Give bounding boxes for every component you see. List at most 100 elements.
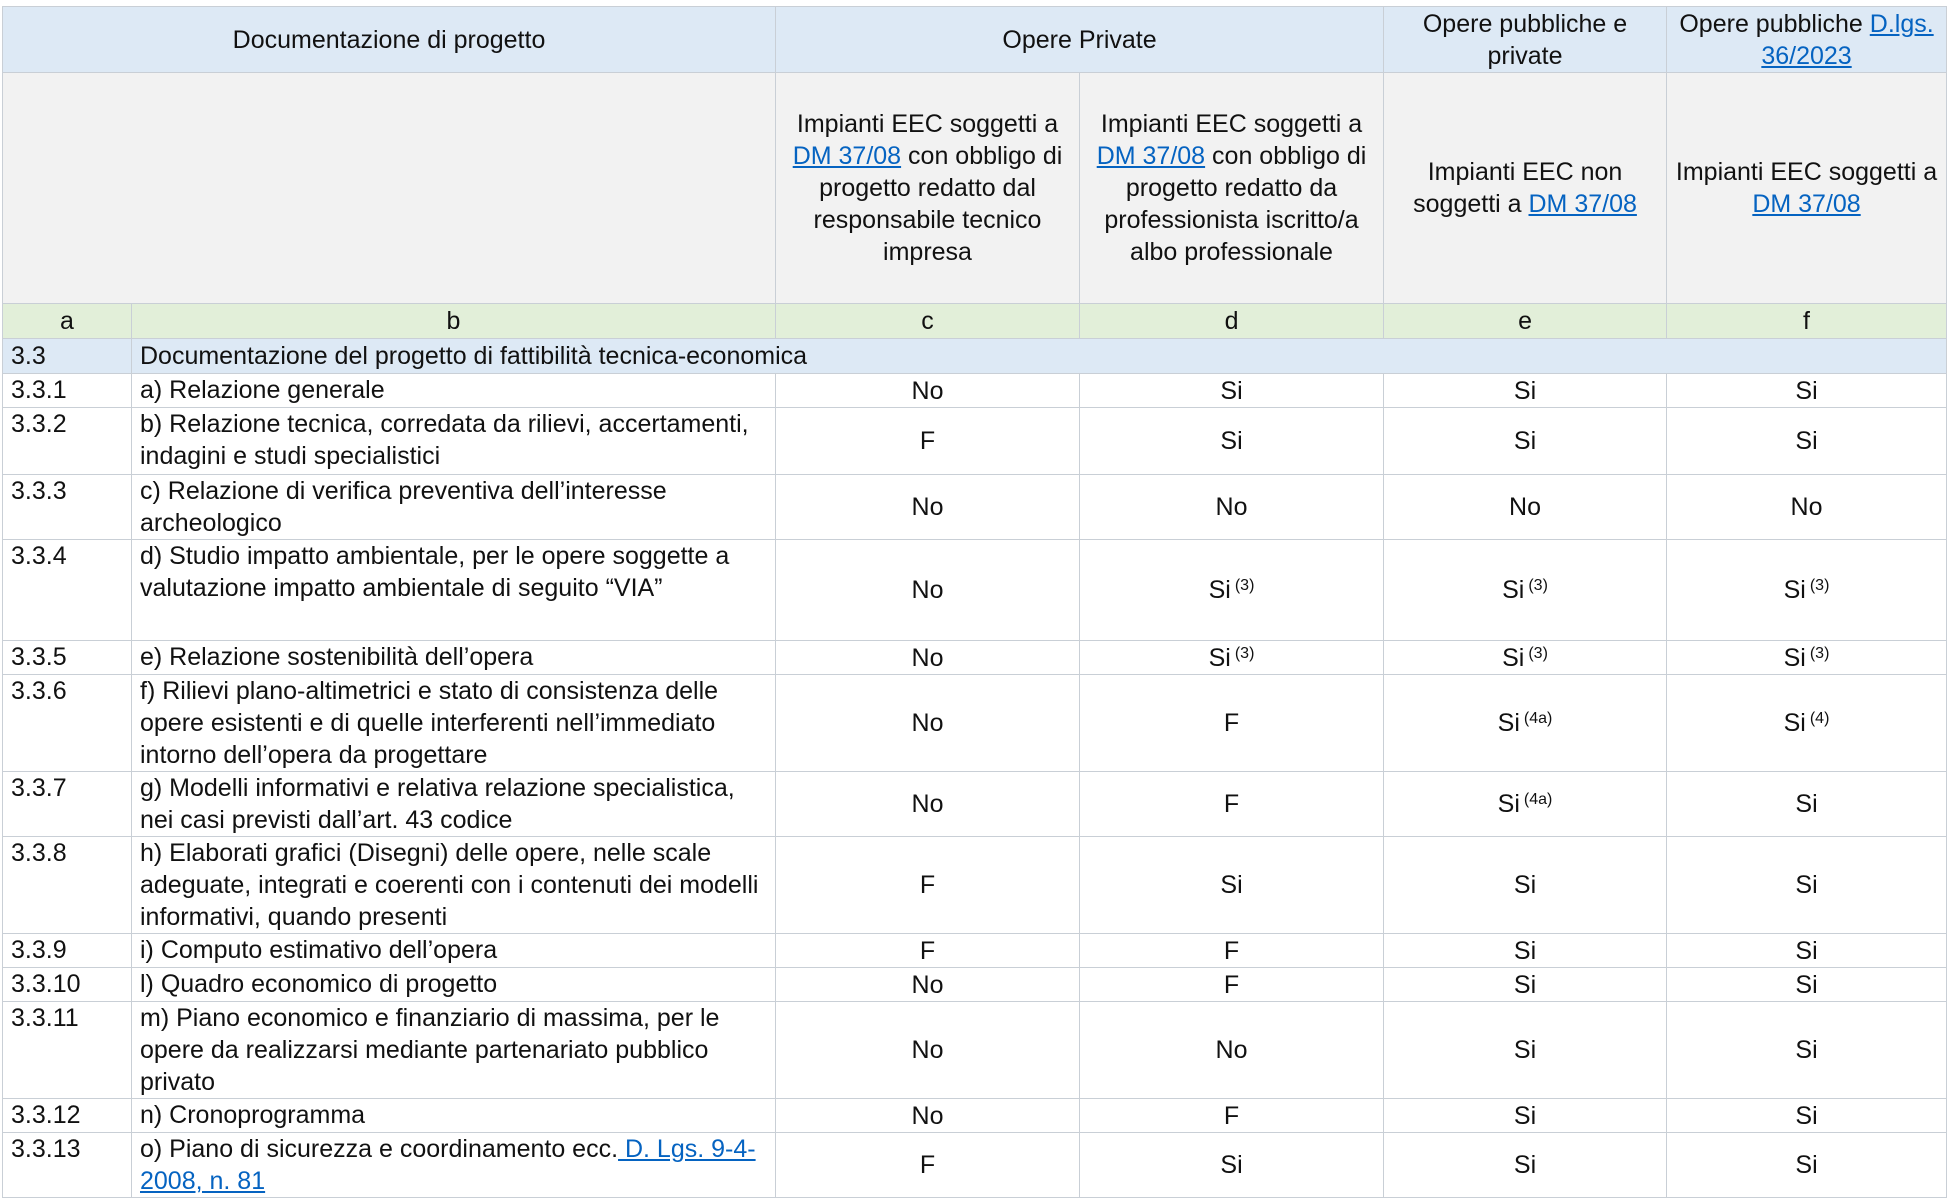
row-code: 3.3.1 <box>2 373 132 408</box>
row-description: b) Relazione tecnica, corredata da rilie… <box>130 407 777 475</box>
text: 3.3.4 <box>11 542 67 570</box>
row-value: No <box>775 1098 1081 1133</box>
text: l) Quadro economico di progetto <box>140 970 498 998</box>
row-value: F <box>1079 933 1385 968</box>
note: (4a) <box>1523 710 1553 727</box>
row-value: F <box>775 1132 1081 1198</box>
value: Si <box>1208 576 1231 604</box>
row-value: No <box>1079 474 1385 540</box>
text: F <box>1223 1101 1240 1130</box>
text: con obbligo di progetto redatto da profe… <box>1104 142 1367 266</box>
text: No <box>911 970 944 999</box>
row-description: l) Quadro economico di progetto <box>130 967 777 1002</box>
text: Si <box>1513 970 1537 999</box>
table-row: 3.3.3 c) Relazione di verifica preventiva… <box>2 474 1948 540</box>
column-letter: b <box>130 303 777 339</box>
row-value: Si <box>1666 1098 1948 1133</box>
note: (3) <box>1809 644 1830 662</box>
row-value: Si <box>1666 1001 1948 1099</box>
text: No <box>911 709 944 737</box>
row-value: Si <box>1383 967 1668 1002</box>
row-value: Si (3) <box>1666 640 1948 675</box>
note: (3) <box>1809 577 1830 594</box>
row-value: No <box>775 373 1081 408</box>
row-value: Si <box>1383 933 1668 968</box>
text: a <box>60 307 74 335</box>
link[interactable]: DM 37/08 <box>792 142 902 170</box>
text: F <box>1223 709 1240 737</box>
section-code: 3.3 <box>2 338 132 374</box>
link[interactable]: DM 37/08 <box>1096 142 1206 170</box>
row-value: No <box>1079 1001 1385 1099</box>
text: No <box>911 790 944 818</box>
row-description: h) Elaborati grafici (Disegni) delle ope… <box>130 836 777 934</box>
documentation-table: Documentazione di progetto Opere Private O… <box>1 6 1948 1198</box>
table-row: 3.3.11 m) Piano economico e finanziario d… <box>2 1001 1948 1099</box>
row-description: n) Cronoprogramma <box>130 1098 777 1133</box>
text: 3.3.9 <box>11 936 67 964</box>
table-row: 3.3 Documentazione del progetto di fattib… <box>2 338 1948 374</box>
text: n) Cronoprogramma <box>140 1101 366 1129</box>
row-value: Si <box>1666 967 1948 1002</box>
row-value: Si (3) <box>1383 640 1668 675</box>
text: Si <box>1795 376 1818 405</box>
text: Si <box>1220 427 1243 455</box>
section-title: Documentazione del progetto di fattibili… <box>130 338 1948 374</box>
text: e) Relazione sostenibilità dell’opera <box>140 643 534 671</box>
row-description: g) Modelli informativi e relativa relazi… <box>130 771 777 837</box>
text: Si <box>1795 1036 1818 1064</box>
text: 3.3.10 <box>11 970 81 998</box>
row-description: o) Piano di sicurezza e coordinamento ec… <box>130 1132 777 1198</box>
link[interactable]: DM 37/08 <box>1528 190 1637 218</box>
text: 3.3.13 <box>11 1135 81 1163</box>
link[interactable]: D. Lgs. 9-4-2008, n. 81 <box>140 1135 756 1195</box>
row-value: No <box>775 474 1081 540</box>
text: Si <box>1220 871 1243 899</box>
text: No <box>1215 1036 1248 1064</box>
text: 3.3.1 <box>11 376 67 404</box>
text: F <box>1223 936 1240 965</box>
row-value: No <box>775 771 1081 837</box>
row-code: 3.3.8 <box>2 836 132 934</box>
text: con obbligo di progetto redatto dal resp… <box>813 142 1063 266</box>
row-value: Si <box>1383 407 1668 475</box>
row-value: No <box>775 1001 1081 1099</box>
empty-header <box>1 72 777 304</box>
row-value: Si <box>1383 373 1668 408</box>
text: g) Modelli informativi e relativa relazi… <box>140 774 735 834</box>
link[interactable]: D.lgs. 36/2023 <box>1761 9 1934 70</box>
row-value: Si (3) <box>1666 539 1948 641</box>
row-value: No <box>775 539 1081 641</box>
text: 3.3.2 <box>11 410 67 438</box>
row-value: Si <box>1666 1132 1948 1198</box>
text: Si <box>1220 376 1243 405</box>
row-value: Si <box>1383 836 1668 934</box>
text: Si <box>1513 1036 1537 1064</box>
row-value: F <box>775 933 1081 968</box>
text: Impianti EEC non soggetti a <box>1413 158 1623 218</box>
sub-header: Impianti EEC soggetti a DM 37/08 con obb… <box>1079 72 1385 304</box>
table-row: 3.3.7 g) Modelli informativi e relativa r… <box>2 771 1948 837</box>
text: No <box>911 643 944 672</box>
text: Opere pubbliche <box>1679 9 1870 38</box>
row-value: Si <box>1666 373 1948 408</box>
text: Impianti EEC soggetti a <box>1675 158 1938 186</box>
link[interactable]: DM 37/08 <box>1752 190 1861 218</box>
text: F <box>919 1151 936 1179</box>
text: Si <box>1795 936 1818 965</box>
row-description: a) Relazione generale <box>130 373 777 408</box>
row-value: Si <box>1666 407 1948 475</box>
text: 3.3.3 <box>11 477 67 505</box>
row-code: 3.3.11 <box>2 1001 132 1099</box>
text: c <box>921 307 934 335</box>
row-value: Si <box>1079 1132 1385 1198</box>
text: 3.3 <box>11 342 46 370</box>
note: (3) <box>1234 577 1255 594</box>
value: Si <box>1502 643 1525 672</box>
text: F <box>1223 970 1240 999</box>
row-code: 3.3.4 <box>2 539 132 641</box>
row-value: Si <box>1666 933 1948 968</box>
value: Si <box>1208 643 1231 672</box>
row-value: F <box>1079 967 1385 1002</box>
text: Si <box>1795 970 1818 999</box>
